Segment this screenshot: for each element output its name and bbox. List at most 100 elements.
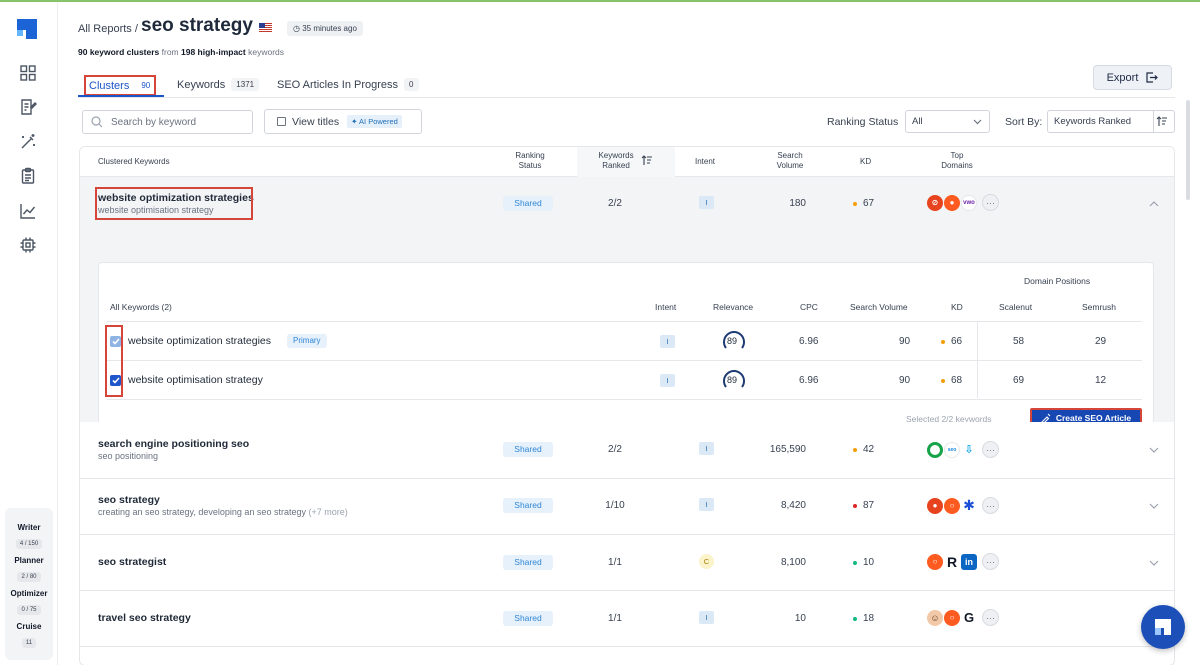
cluster-title[interactable]: seo strategy	[98, 494, 160, 506]
domain-positions-label: Domain Positions	[1024, 276, 1091, 286]
domain-logo-icon[interactable]: ✱	[961, 497, 977, 514]
relevance-value: 89	[727, 336, 738, 346]
breadcrumb[interactable]: All Reports /	[78, 23, 138, 35]
table-row[interactable]: seo strategist Shared 1/1 C 8,100 10 ○ R…	[80, 535, 1174, 591]
cluster-title[interactable]: seo strategist	[98, 556, 167, 568]
kd-value: 18	[853, 613, 874, 624]
chip-icon[interactable]	[19, 236, 37, 254]
scrollbar[interactable]	[1186, 100, 1190, 200]
chart-icon[interactable]	[19, 202, 37, 220]
domain-logo-icon[interactable]: ○	[944, 497, 960, 514]
usage-cruise[interactable]: Cruise 11	[5, 622, 53, 649]
divider	[977, 321, 978, 398]
kd-dot	[853, 616, 857, 621]
search-volume: 8,420	[780, 500, 806, 511]
kd-number: 68	[951, 375, 963, 386]
col-search-volume[interactable]: Search Volume	[770, 151, 810, 171]
usage-optimizer[interactable]: Optimizer 0 / 75	[5, 589, 53, 616]
tab-label: Keywords	[177, 78, 226, 91]
more-keywords-link[interactable]: (+7 more)	[308, 507, 348, 517]
domain-logo-icon[interactable]: ○	[944, 609, 960, 626]
relevance-ring	[723, 370, 745, 388]
more-domains-button[interactable]: ···	[982, 497, 999, 514]
view-titles-toggle[interactable]: View titles ✦ AI Powered	[264, 109, 422, 134]
ai-badge-text: AI Powered	[359, 117, 398, 126]
domain-logo-icon[interactable]: R	[944, 553, 960, 570]
app-logo[interactable]	[17, 19, 37, 39]
col-search-volume: Search Volume	[850, 302, 908, 312]
domain-logo-icon[interactable]: ●	[944, 194, 960, 211]
kd-number: 66	[951, 336, 963, 347]
linkedin-icon[interactable]: in	[961, 553, 977, 570]
keyword-text: website optimisation strategy	[128, 374, 263, 386]
cluster-title[interactable]: website optimization strategies	[98, 192, 254, 204]
col-text: Ranking	[515, 151, 545, 160]
sparkle-icon: ✦	[351, 117, 360, 126]
tab-seo-articles[interactable]: SEO Articles In Progress 0	[277, 78, 419, 91]
status-badge: Shared	[503, 196, 553, 211]
domain-logo-icon[interactable]: ○	[927, 553, 943, 570]
chevron-up-icon[interactable]	[1149, 199, 1159, 209]
domain-logo-icon[interactable]: seo	[944, 441, 960, 458]
kd-number: 10	[863, 557, 875, 568]
more-domains-button[interactable]: ···	[982, 609, 999, 626]
relevance-gauge: 89	[721, 329, 747, 351]
status-badge: Shared	[503, 555, 553, 570]
ranking-status-select[interactable]: All	[905, 110, 990, 133]
table-row[interactable]: seo strategy creating an seo strategy, d…	[80, 479, 1174, 535]
keyword-checkbox[interactable]	[110, 336, 121, 347]
page-title: seo strategy	[141, 15, 253, 36]
table-row[interactable]: travel seo strategy Shared 1/1 I 10 18 ☺…	[80, 591, 1174, 647]
usage-planner[interactable]: Planner 2 / 80	[5, 556, 53, 583]
cpc-value: 6.96	[799, 336, 819, 347]
col-ranking-status[interactable]: Ranking Status	[508, 151, 552, 171]
more-domains-button[interactable]: ···	[982, 441, 999, 458]
more-domains-button[interactable]: ···	[982, 553, 999, 570]
clipboard-icon[interactable]	[19, 167, 37, 185]
volume-value: 90	[899, 375, 911, 386]
top-domains: ● ○ ✱ ···	[927, 497, 999, 514]
sort-by-label: Sort By:	[1005, 116, 1043, 128]
view-titles-checkbox[interactable]	[277, 117, 286, 126]
kd-number: 18	[863, 613, 875, 624]
cluster-title[interactable]: travel seo strategy	[98, 612, 191, 624]
avatar-icon[interactable]: ☺	[927, 609, 943, 626]
domain-logo-icon[interactable]: ⇩	[961, 441, 977, 458]
divider	[107, 360, 1142, 361]
search-input[interactable]: Search by keyword	[82, 110, 253, 134]
highlight-box	[95, 187, 253, 220]
keyword-checkbox[interactable]	[110, 375, 121, 386]
domain-logo-icon[interactable]: ⊘	[927, 194, 943, 211]
kd-dot	[853, 201, 857, 206]
domain-logo-icon[interactable]: vwo	[961, 194, 977, 211]
domain-logo-icon[interactable]	[927, 441, 943, 458]
dashboard-icon[interactable]	[19, 64, 37, 82]
sidebar: Writer 4 / 150 Planner 2 / 80 Optimizer …	[0, 2, 58, 665]
tab-count: 0	[404, 78, 419, 91]
tab-keywords[interactable]: Keywords 1371	[177, 78, 260, 91]
chevron-down-icon[interactable]	[1149, 445, 1159, 455]
chevron-down-icon[interactable]	[1149, 558, 1159, 568]
more-domains-button[interactable]: ···	[982, 194, 999, 211]
status-badge: Shared	[503, 442, 553, 457]
col-relevance: Relevance	[713, 302, 754, 312]
cluster-title[interactable]: search engine positioning seo	[98, 438, 250, 450]
col-kd[interactable]: KD	[860, 157, 872, 166]
domain-logo-icon[interactable]: ●	[927, 497, 943, 514]
table-row[interactable]: search engine positioning seo seo positi…	[80, 422, 1174, 479]
sort-order-icon[interactable]	[1156, 116, 1168, 127]
domain-logo-icon[interactable]: G	[961, 609, 977, 626]
sort-by-select[interactable]: Keywords Ranked	[1047, 110, 1175, 133]
usage-writer[interactable]: Writer 4 / 150	[5, 523, 53, 550]
chevron-down-icon[interactable]	[1149, 501, 1159, 511]
sort-desc-icon[interactable]	[641, 155, 653, 166]
help-chat-button[interactable]	[1141, 605, 1185, 649]
magic-wand-icon[interactable]	[19, 133, 37, 151]
keywords-ranked: 1/1	[608, 557, 622, 568]
col-keywords-ranked[interactable]: Keywords Ranked	[592, 151, 640, 171]
cluster-subtitle: creating an seo strategy, developing an …	[98, 507, 348, 517]
export-button[interactable]: Export	[1093, 65, 1172, 90]
tab-clusters[interactable]: Clusters 90	[84, 75, 156, 96]
document-edit-icon[interactable]	[19, 98, 37, 116]
col-semrush: Semrush	[1082, 302, 1117, 312]
